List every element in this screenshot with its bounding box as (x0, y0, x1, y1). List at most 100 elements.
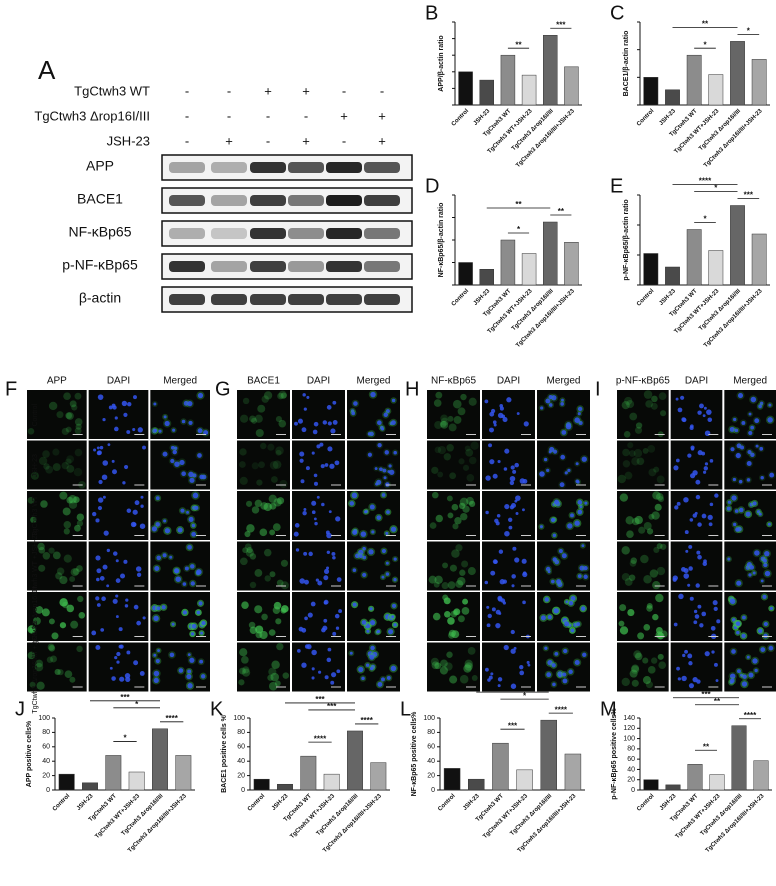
cell-signal (50, 655, 57, 663)
cell-nucleus (153, 428, 158, 433)
cell-signal (73, 496, 80, 504)
cell-nucleus (323, 575, 329, 581)
cell-nucleus (301, 662, 307, 668)
cell-nucleus (190, 632, 195, 636)
cell-nucleus (112, 405, 117, 410)
cell-nucleus (681, 675, 687, 682)
cell-signal (241, 601, 249, 609)
cell-signal (74, 524, 81, 532)
micrograph-tile (670, 541, 723, 591)
cell-signal (73, 467, 83, 477)
bar (516, 769, 533, 791)
cell-nucleus (497, 684, 501, 688)
cell-nucleus (560, 454, 566, 460)
micrograph-tile (150, 440, 210, 490)
cell-nucleus (683, 573, 690, 579)
cell-nucleus (352, 530, 358, 536)
micrograph-tile (482, 642, 535, 692)
cell-nucleus (490, 570, 496, 576)
cell-nucleus (509, 475, 516, 482)
cell-signal (36, 681, 45, 690)
cell-nucleus (171, 622, 175, 626)
cell-signal (275, 618, 282, 625)
bar (323, 773, 340, 791)
significance-label: **** (699, 177, 712, 186)
bar (458, 262, 473, 286)
cell-nucleus (504, 448, 510, 454)
cell-nucleus (703, 470, 707, 474)
bar (540, 719, 557, 791)
cell-nucleus (375, 482, 379, 486)
cell-signal (653, 466, 660, 473)
cell-signal (440, 420, 449, 429)
cell-nucleus (170, 458, 175, 464)
protein-label: β-actin (79, 290, 121, 306)
cell-nucleus (172, 449, 177, 455)
condition-sign: - (266, 108, 270, 123)
cell-signal (239, 476, 248, 485)
cell-nucleus (763, 558, 767, 563)
cell-signal (249, 415, 256, 423)
cell-nucleus (711, 650, 715, 654)
cell-signal (634, 652, 643, 661)
cell-nucleus (548, 403, 553, 407)
cell-nucleus (98, 479, 103, 485)
cell-signal (68, 495, 77, 504)
y-tick-label: 0 (46, 787, 50, 794)
significance-label: ** (703, 742, 710, 751)
micrograph-tile (237, 642, 290, 692)
cell-nucleus (749, 502, 754, 507)
panel-letter: L (400, 698, 411, 720)
cell-signal (249, 553, 257, 560)
cell-nucleus (510, 648, 516, 654)
cell-nucleus (191, 623, 197, 629)
cell-signal (278, 419, 287, 428)
cell-signal (453, 608, 461, 616)
cell-nucleus (509, 480, 515, 486)
cell-signal (276, 642, 284, 651)
cell-nucleus (198, 601, 203, 606)
cell-nucleus (329, 463, 335, 469)
cell-signal (443, 453, 451, 461)
cell-nucleus (559, 482, 565, 488)
cell-signal (280, 581, 289, 590)
cell-nucleus (539, 525, 543, 529)
cell-signal (245, 548, 254, 557)
cell-nucleus (759, 401, 764, 405)
cell-nucleus (332, 631, 337, 636)
cell-nucleus (548, 394, 553, 400)
cell-signal (439, 420, 447, 428)
cell-nucleus (311, 510, 316, 515)
cell-signal (275, 449, 282, 456)
cell-signal (40, 500, 48, 508)
cell-nucleus (199, 474, 204, 480)
cell-nucleus (498, 612, 502, 615)
cell-nucleus (383, 476, 387, 480)
cell-nucleus (583, 565, 588, 571)
bar (521, 74, 537, 106)
cell-nucleus (164, 420, 170, 427)
cell-nucleus (695, 479, 701, 485)
bar (492, 742, 509, 791)
cell-nucleus (155, 658, 160, 664)
cell-nucleus (164, 528, 171, 534)
cell-signal (66, 412, 74, 420)
cell-nucleus (547, 660, 553, 666)
cell-nucleus (563, 648, 568, 654)
cell-nucleus (769, 472, 775, 478)
cell-nucleus (330, 680, 335, 685)
cell-signal (430, 657, 439, 666)
cell-nucleus (715, 679, 719, 683)
cell-nucleus (554, 499, 560, 505)
cell-signal (254, 499, 263, 508)
channel-header: BACE1 (247, 376, 280, 387)
cell-signal (460, 393, 467, 401)
cell-nucleus (754, 668, 758, 673)
cell-nucleus (673, 622, 678, 627)
cell-nucleus (203, 430, 209, 436)
cell-nucleus (361, 620, 367, 625)
micrograph-tile (292, 491, 345, 540)
cell-nucleus (303, 407, 307, 411)
cell-nucleus (504, 504, 510, 510)
y-tick-label: 120 (623, 725, 635, 732)
